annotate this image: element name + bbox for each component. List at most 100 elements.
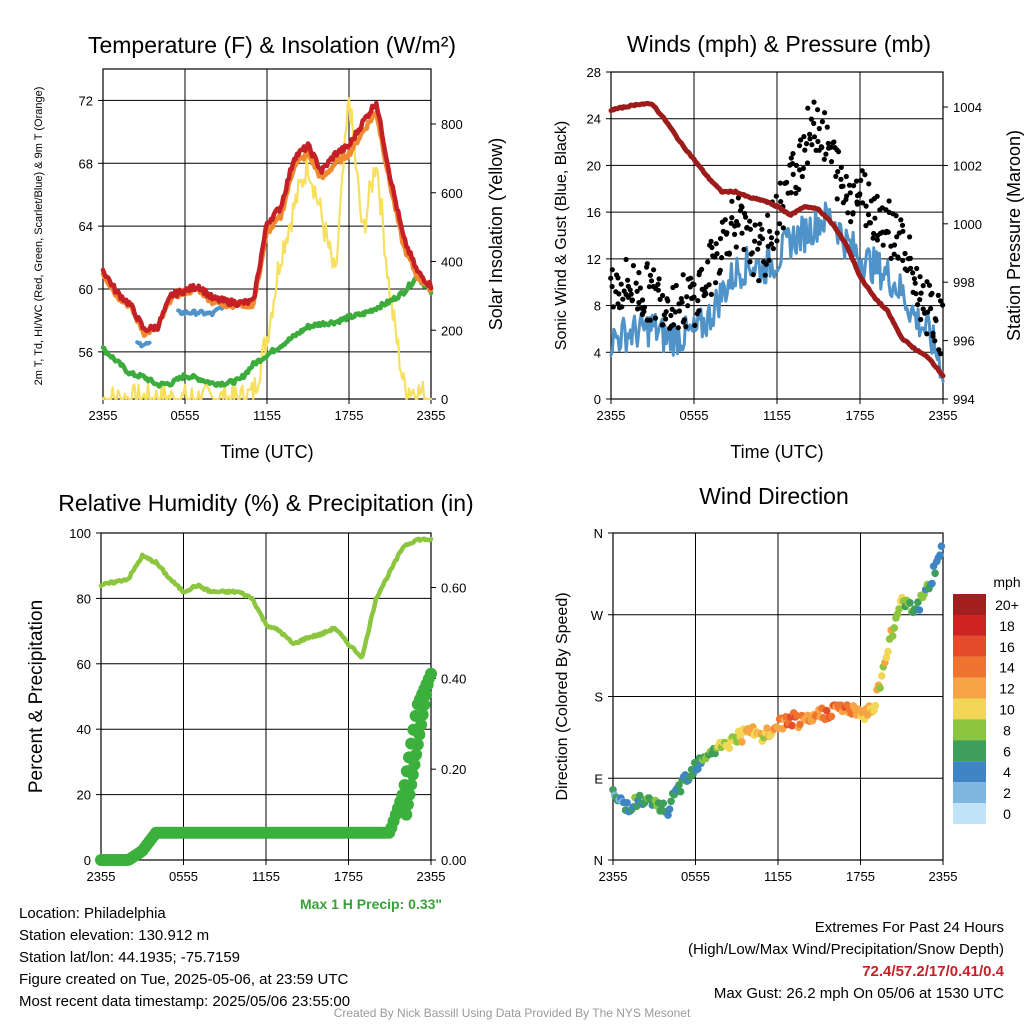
gust-point (759, 236, 766, 242)
gust-point (937, 298, 944, 304)
direction-point (937, 542, 946, 550)
gust-point (918, 290, 924, 296)
precip-point (400, 808, 413, 821)
legend-label: 16 (999, 639, 1015, 655)
precip-point (408, 758, 421, 771)
gust-point (933, 317, 939, 324)
y-tick-label: 60 (77, 657, 91, 672)
extremes-info: Extremes For Past 24 Hours (High/Low/Max… (688, 917, 1004, 1005)
precip-point (420, 688, 433, 701)
x-tick-label: 0555 (680, 408, 709, 423)
y-tick-label: 16 (587, 205, 601, 220)
x-tick-label: 2355 (599, 869, 628, 884)
gust-point (615, 301, 621, 307)
gust-point (807, 136, 813, 142)
gust-point (870, 235, 876, 241)
gust-point (655, 287, 661, 293)
temperature-panel: 2355 0555 1155 1755 2355 Temperature (F) & In… (33, 32, 506, 462)
gust-point (679, 299, 685, 305)
precip-point (413, 728, 426, 741)
gust-point (803, 141, 810, 147)
chart-title: Relative Humidity (%) & Precipitation (i… (58, 490, 473, 516)
legend-swatch (953, 614, 986, 636)
gust-point (938, 351, 944, 357)
gust-point (793, 190, 799, 196)
gust-point (912, 280, 918, 286)
extremes-legend: (High/Low/Max Wind/Precipitation/Snow De… (688, 941, 1004, 958)
direction-point (876, 684, 884, 692)
gust-point (885, 229, 891, 235)
gust-point (924, 331, 930, 337)
gust-point (793, 162, 800, 168)
direction-point (690, 758, 699, 767)
gust-point (845, 210, 851, 216)
gust-point (920, 283, 926, 289)
gust-point (729, 198, 735, 204)
credit-text: Created By Nick Bassill Using Data Provi… (333, 1006, 691, 1020)
gust-point (625, 277, 631, 283)
gust-point (629, 297, 636, 303)
y-tick-label: 68 (79, 156, 93, 171)
gust-point (755, 246, 761, 252)
gust-point (722, 217, 728, 223)
gust-point (768, 241, 775, 247)
direction-point (888, 632, 897, 640)
max-precip-label: Max 1 H Precip: 0.33" (300, 896, 443, 912)
gust-point (821, 156, 827, 162)
precip-point (401, 798, 414, 811)
y-right-tick-label: 0 (441, 392, 448, 407)
gust-point (900, 228, 906, 234)
gust-point (913, 291, 919, 297)
gust-point (732, 231, 738, 237)
gust-point (865, 212, 872, 218)
gust-point (866, 181, 872, 187)
gust-point (684, 294, 690, 300)
y-tick-label: 24 (587, 112, 601, 127)
humidity-panel: 2355 0555 1155 1755 2355 Relative Humidity (%… (26, 490, 474, 884)
direction-point (664, 811, 672, 819)
gust-point (910, 270, 916, 276)
gust-point (917, 274, 923, 280)
direction-point (763, 724, 771, 732)
gust-point (668, 312, 674, 319)
x-tick-label: 0555 (169, 869, 198, 884)
gust-point (838, 176, 844, 182)
y-tick-label: 56 (79, 345, 93, 360)
gust-point (834, 196, 840, 202)
gust-point (680, 272, 686, 278)
x-tick-label: 2355 (597, 408, 626, 423)
gust-point (914, 265, 920, 272)
x-tick-label: 1155 (252, 869, 280, 884)
series-dewpoint (100, 275, 434, 389)
direction-point (659, 799, 668, 808)
gust-point (663, 309, 669, 315)
gust-point (816, 126, 822, 132)
precip-point (403, 788, 416, 801)
gust-point (907, 234, 913, 240)
gust-point (811, 134, 818, 140)
direction-point (827, 712, 836, 721)
gust-point (925, 309, 931, 315)
gust-point (717, 236, 724, 242)
latlon-text: Station lat/lon: 44.1935; -75.7159 (19, 949, 241, 966)
gust-point (893, 213, 899, 219)
gust-point (853, 178, 860, 184)
x-tick-label: 2355 (87, 869, 116, 884)
gust-point (672, 309, 679, 315)
gust-point (857, 191, 863, 197)
legend-label: 18 (999, 618, 1015, 634)
gust-point (847, 190, 853, 196)
gust-point (825, 140, 831, 146)
y-right-tick-label: 0.00 (441, 853, 466, 868)
y-tick-label: 40 (77, 722, 91, 737)
x-axis-label: Time (UTC) (220, 442, 313, 462)
gust-point (846, 182, 853, 188)
gust-point (780, 225, 786, 231)
series-2m-temp (100, 100, 434, 334)
gust-point (759, 226, 765, 232)
gust-point (936, 347, 942, 353)
gust-point (656, 276, 662, 282)
gust-point (886, 198, 892, 204)
gust-point (917, 297, 923, 303)
